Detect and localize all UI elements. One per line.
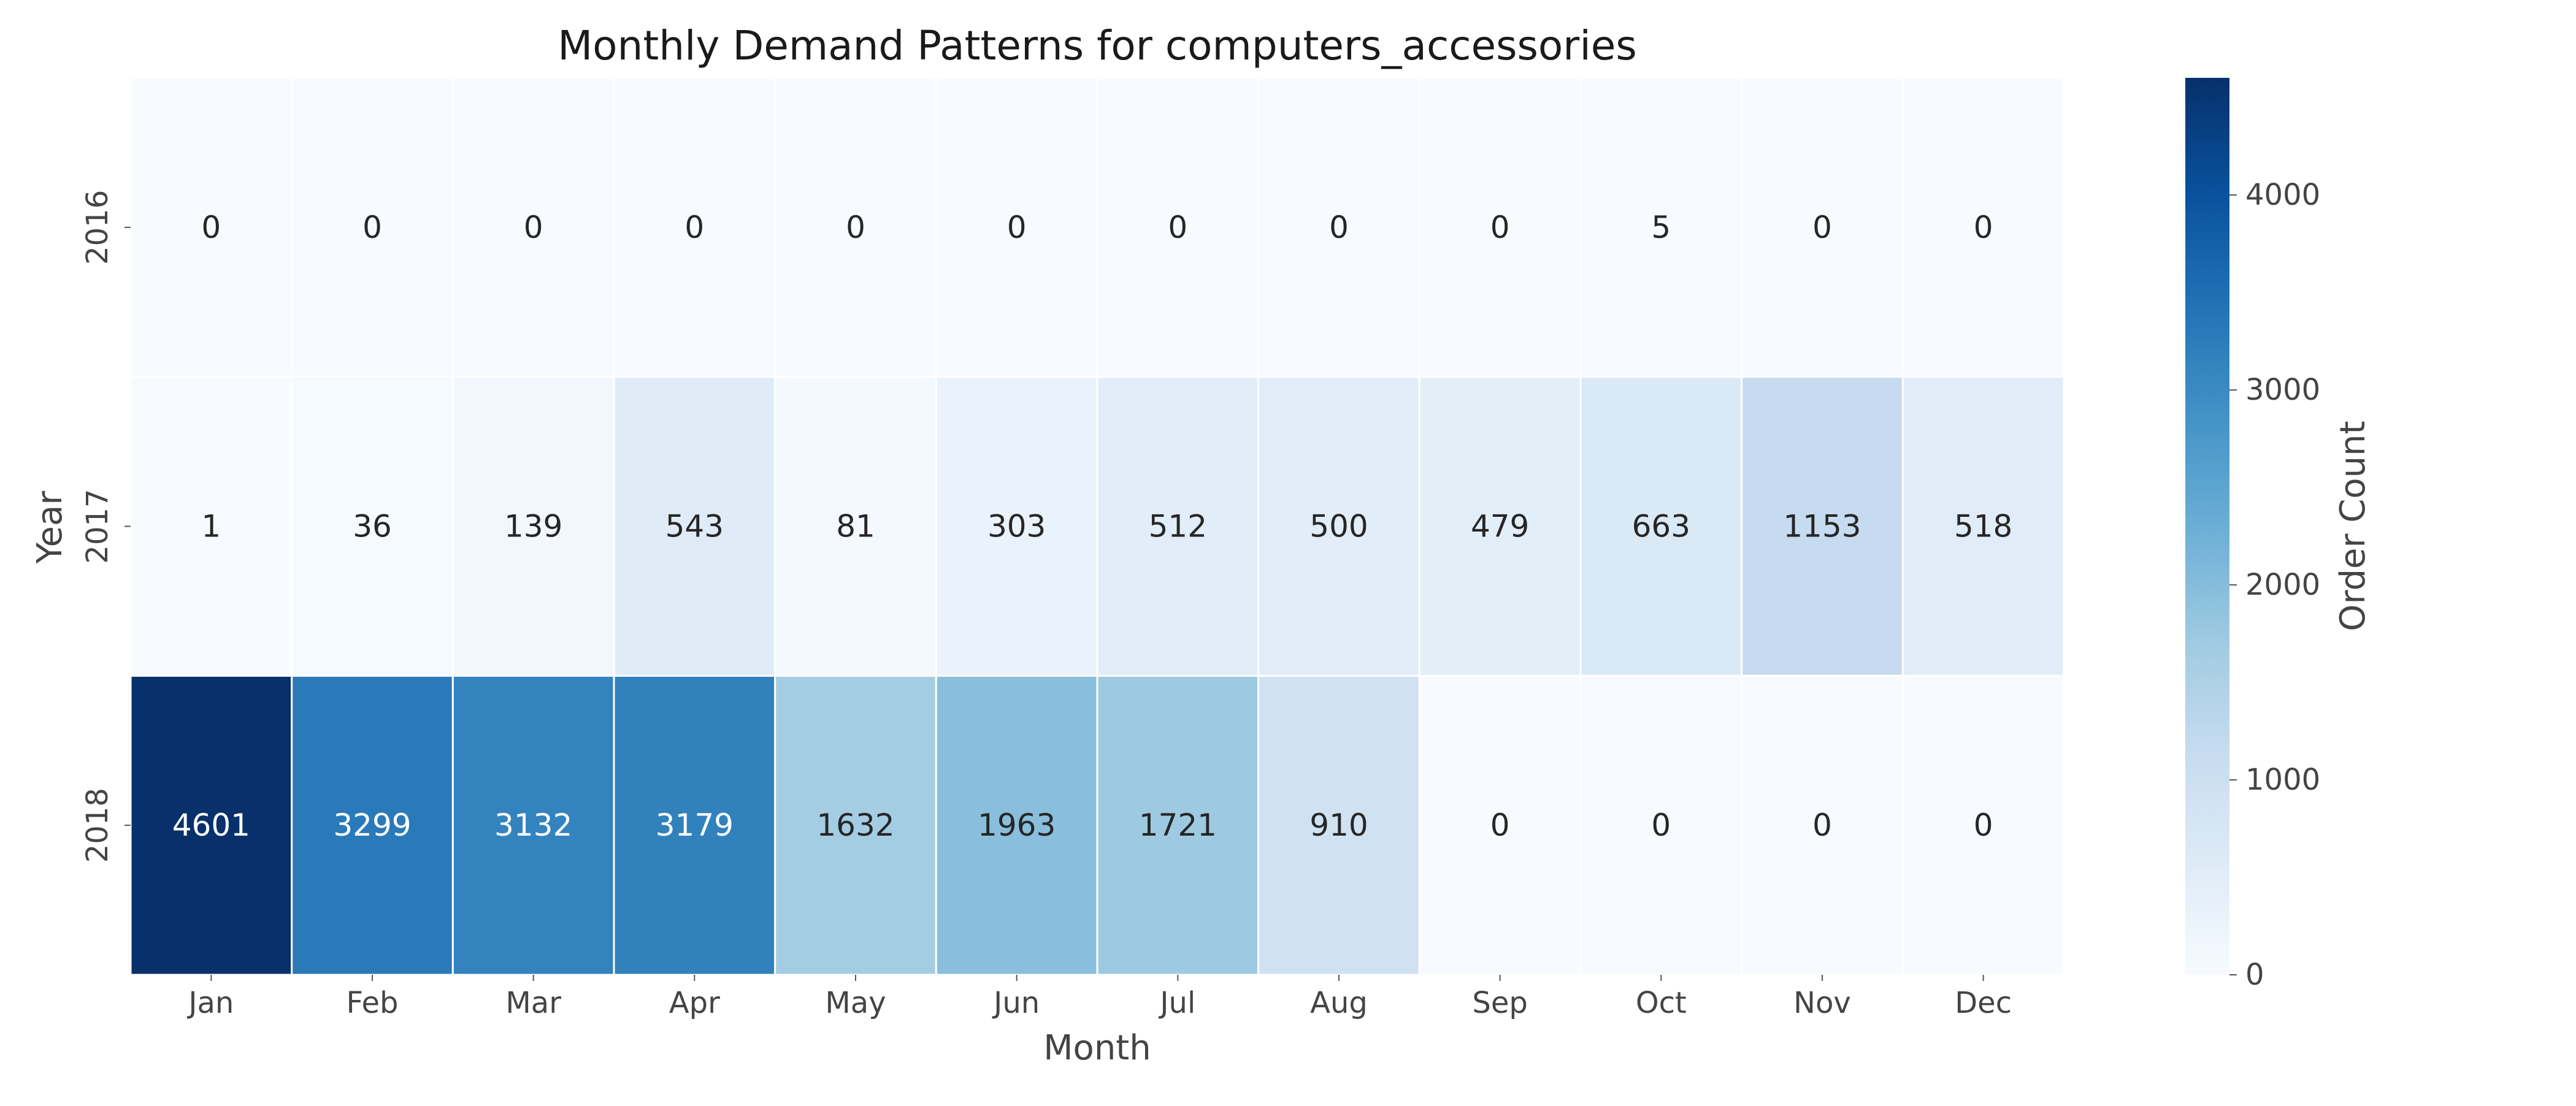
heatmap-cell-2016-May — [774, 77, 937, 378]
cell-value-label: 0 — [1329, 210, 1349, 245]
heatmap-cell-2016-Apr — [613, 77, 776, 378]
y-tick-label-2018: 2018 — [80, 788, 115, 863]
colorbar-tick-label: 4000 — [2245, 178, 2320, 212]
heatmap-cell-2018-May — [774, 674, 937, 976]
heatmap-cell-2018-Dec — [1901, 674, 2065, 976]
heatmap-cell-2017-Nov — [1741, 376, 1904, 677]
heatmap-cell-2017-Jun — [935, 376, 1098, 677]
colorbar-label: Order Count — [2333, 421, 2373, 631]
cell-value-label: 5 — [1651, 210, 1671, 245]
heatmap-cell-2017-Apr — [613, 376, 776, 677]
cell-value-label: 0 — [684, 210, 704, 245]
y-axis-label: Year — [30, 490, 70, 565]
x-tick-label-oct: Oct — [1636, 986, 1687, 1020]
heatmap-cell-2018-Mar — [451, 674, 615, 976]
heatmap-cell-2016-Jun — [935, 77, 1098, 378]
cell-value-label: 0 — [1651, 807, 1671, 843]
heatmap-cells — [129, 77, 2065, 976]
cell-value-label: 0 — [1007, 210, 1027, 245]
x-tick-label-jan: Jan — [186, 986, 234, 1020]
cell-value-label: 1153 — [1783, 509, 1861, 544]
heatmap-cell-2017-Dec — [1901, 376, 2065, 677]
cell-value-label: 3132 — [494, 807, 572, 843]
cell-value-label: 1 — [201, 509, 221, 544]
cell-value-label: 3299 — [333, 807, 411, 843]
cell-value-label: 0 — [1490, 807, 1510, 843]
x-tick-label-jun: Jun — [992, 986, 1040, 1020]
cell-value-label: 303 — [987, 509, 1046, 544]
heatmap-cell-2016-Aug — [1257, 77, 1420, 378]
cell-value-label: 0 — [1974, 210, 1993, 245]
x-tick-label-nov: Nov — [1793, 986, 1851, 1020]
heatmap-cell-2018-Jan — [129, 674, 293, 976]
cell-value-label: 0 — [201, 210, 221, 245]
cell-value-label: 36 — [353, 509, 392, 544]
y-tick-label-2016: 2016 — [80, 190, 115, 265]
cell-value-label: 1721 — [1139, 807, 1217, 843]
y-axis: 2016 2017 2018 — [80, 190, 131, 863]
cell-value-label: 139 — [504, 509, 562, 544]
cell-value-label: 0 — [362, 210, 382, 245]
cell-value-label: 1632 — [816, 807, 894, 843]
x-tick-label-dec: Dec — [1955, 986, 2012, 1020]
heatmap-cell-2017-Oct — [1579, 376, 1743, 677]
heatmap-cell-2017-Jan — [129, 376, 293, 677]
cell-value-label: 0 — [846, 210, 865, 245]
heatmap-cell-2016-Oct — [1579, 77, 1743, 378]
heatmap-cell-2017-Aug — [1257, 376, 1420, 677]
cell-value-label: 0 — [1490, 210, 1510, 245]
cell-value-label: 4601 — [172, 807, 250, 843]
heatmap-cell-2017-Mar — [451, 376, 615, 677]
cell-value-label: 910 — [1309, 807, 1368, 843]
x-tick-label-may: May — [825, 986, 886, 1020]
cell-value-label: 3179 — [656, 807, 734, 843]
cell-value-label: 1963 — [978, 807, 1056, 843]
colorbar-tick-label: 3000 — [2245, 373, 2320, 407]
x-tick-label-apr: Apr — [669, 986, 720, 1020]
heatmap-cell-2017-Sep — [1418, 376, 1582, 677]
heatmap-cell-2016-Dec — [1901, 77, 2065, 378]
x-tick-label-sep: Sep — [1472, 986, 1527, 1020]
heatmap-cell-2017-Jul — [1096, 376, 1260, 677]
colorbar-ticks: 0 1000 2000 3000 4000 — [2229, 178, 2320, 992]
colorbar-tick-label: 0 — [2245, 958, 2264, 992]
heatmap-cell-2018-Apr — [613, 674, 776, 976]
cell-value-label: 479 — [1471, 509, 1529, 544]
heatmap-cell-2018-Jul — [1096, 674, 1260, 976]
cell-value-label: 0 — [1974, 807, 1993, 843]
heatmap-cell-2018-Nov — [1741, 674, 1904, 976]
cell-value-label: 0 — [1812, 210, 1832, 245]
cell-value-label: 518 — [1954, 509, 2012, 544]
chart-title: Monthly Demand Patterns for computers_ac… — [558, 22, 1637, 69]
cell-value-label: 663 — [1632, 509, 1690, 544]
cell-value-label: 543 — [665, 509, 724, 544]
x-tick-label-aug: Aug — [1310, 986, 1368, 1020]
colorbar — [2185, 78, 2229, 975]
heatmap-cell-2016-Jan — [129, 77, 293, 378]
cell-value-label: 512 — [1149, 509, 1207, 544]
x-tick-label-jul: Jul — [1158, 986, 1195, 1020]
colorbar-tick-label: 1000 — [2245, 763, 2320, 797]
x-axis-label: Month — [1043, 1028, 1151, 1068]
heatmap-cell-2017-Feb — [291, 376, 454, 677]
heatmap-cell-2016-Feb — [291, 77, 454, 378]
heatmap-cell-2017-May — [774, 376, 937, 677]
cell-value-label: 500 — [1309, 509, 1368, 544]
cell-value-label: 81 — [836, 509, 875, 544]
cell-value-label: 0 — [1168, 210, 1187, 245]
cell-value-label: 0 — [1812, 807, 1832, 843]
x-axis: Jan Feb Mar Apr May Jun Jul Aug Sep Oct Nov Dec — [186, 975, 2012, 1020]
y-tick-label-2017: 2017 — [80, 489, 115, 563]
colorbar-tick-label: 2000 — [2245, 568, 2320, 602]
heatmap-cell-2016-Mar — [451, 77, 615, 378]
x-tick-label-feb: Feb — [347, 986, 399, 1020]
x-tick-label-mar: Mar — [505, 986, 561, 1020]
cell-value-label: 0 — [524, 210, 543, 245]
cell-value-labels: 0 0 0 0 0 0 0 0 0 5 0 01 36 139 543 81 303 512 500 479 663 11… — [172, 210, 2013, 843]
